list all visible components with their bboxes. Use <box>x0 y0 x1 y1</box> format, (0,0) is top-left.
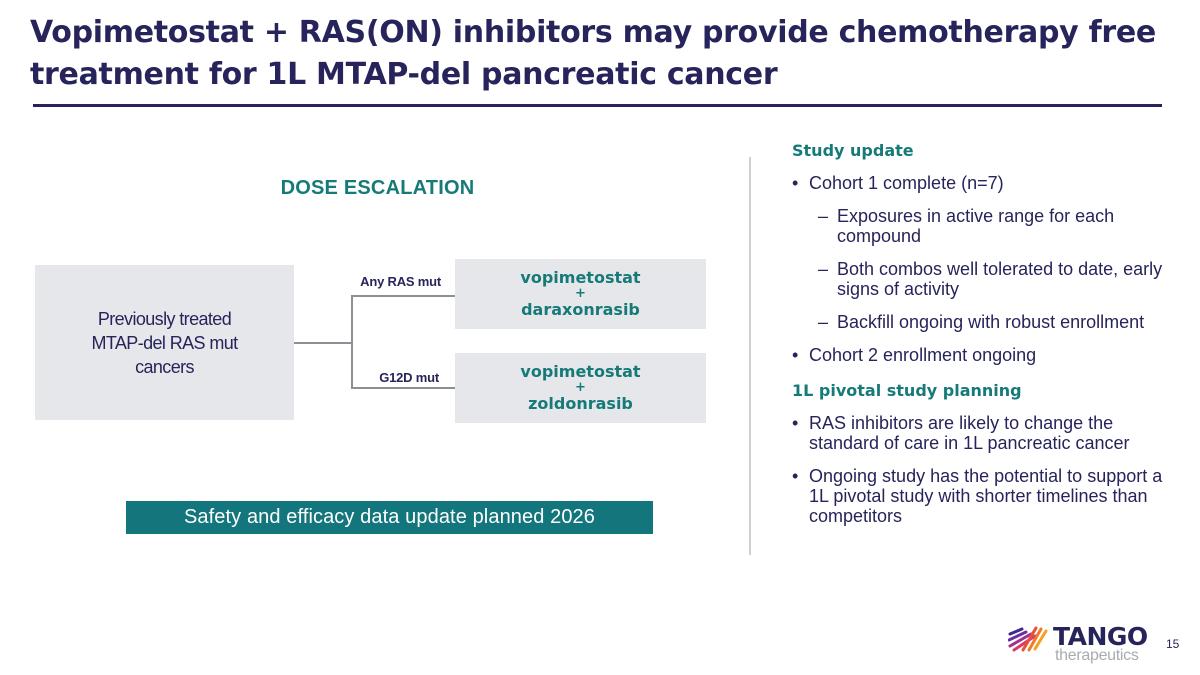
title-divider <box>33 104 1162 107</box>
source-line: Previously treated <box>97 308 232 329</box>
bullet-item: • RAS inhibitors are likely to change th… <box>792 413 1130 453</box>
study-notes: Study update • Cohort 1 complete (n=7) –… <box>792 140 1172 526</box>
connector-branch-bottom <box>351 387 455 389</box>
tango-stripes-icon <box>1008 626 1048 652</box>
source-line: cancers <box>135 356 194 377</box>
combo-box-zoldonrasib: vopimetostat + zoldonrasib <box>455 353 706 423</box>
column-divider <box>749 157 751 555</box>
bullet-icon: • <box>792 466 799 486</box>
connector-vertical <box>351 295 353 388</box>
dash-icon: – <box>818 206 829 226</box>
logo-subtitle: therapeutics <box>1055 647 1139 664</box>
bullet-icon: • <box>792 413 799 433</box>
pivotal-planning-heading: 1L pivotal study planning <box>792 381 1022 400</box>
branch-label-any-ras: Any RAS mut <box>360 274 441 289</box>
source-line: MTAP-del RAS mut <box>91 332 238 353</box>
bullet-item: • Cohort 2 enrollment ongoing <box>792 345 1037 365</box>
drug-name: daraxonrasib <box>521 300 640 319</box>
source-population-box: Previously treated MTAP-del RAS mut canc… <box>35 265 294 420</box>
bullet-icon: • <box>792 345 799 365</box>
branch-label-g12d: G12D mut <box>379 370 439 385</box>
connector-branch-top <box>351 295 455 297</box>
sub-bullet-item: – Exposures in active range for each com… <box>818 206 1115 246</box>
bullet-icon: • <box>792 173 799 193</box>
dose-escalation-heading: DOSE ESCALATION <box>280 177 475 199</box>
drug-name: vopimetostat <box>520 268 641 287</box>
dash-icon: – <box>818 312 829 332</box>
study-update-heading: Study update <box>792 141 914 160</box>
slide-title: Vopimetostat + RAS(ON) inhibitors may pr… <box>30 15 1156 92</box>
plus-sign: + <box>575 380 586 395</box>
drug-name: zoldonrasib <box>528 394 633 413</box>
logo-wordmark: TANGO <box>1053 622 1148 651</box>
combo-box-daraxonrasib: vopimetostat + daraxonrasib <box>455 259 706 329</box>
bullet-item: • Cohort 1 complete (n=7) <box>792 173 1004 193</box>
page-number: 15 <box>1166 637 1180 651</box>
sub-bullet-item: – Both combos well tolerated to date, ea… <box>818 259 1163 299</box>
plus-sign: + <box>575 286 586 301</box>
connector-stem <box>294 342 352 344</box>
drug-name: vopimetostat <box>520 362 641 381</box>
bullet-item: • Ongoing study has the potential to sup… <box>792 466 1163 526</box>
data-update-banner: Safety and efficacy data update planned … <box>126 501 653 534</box>
dash-icon: – <box>818 259 829 279</box>
sub-bullet-item: – Backfill ongoing with robust enrollmen… <box>818 312 1145 332</box>
tango-logo: TANGO therapeutics <box>1008 622 1148 666</box>
